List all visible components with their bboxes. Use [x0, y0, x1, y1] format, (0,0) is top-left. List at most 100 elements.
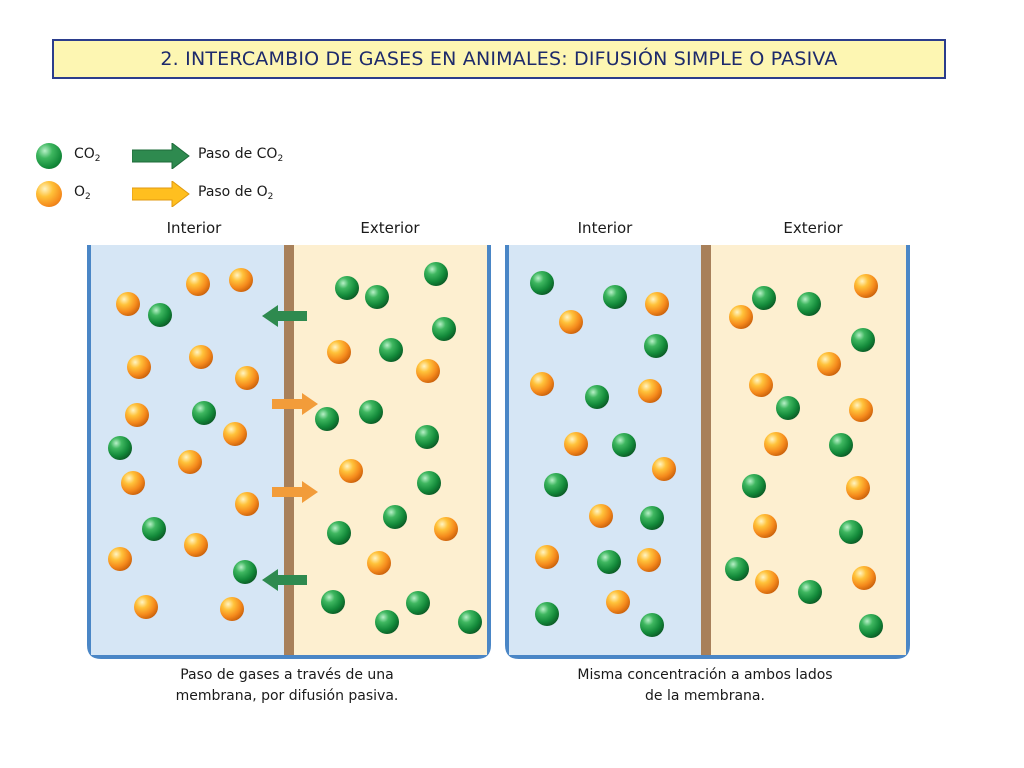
o2-molecule [108, 547, 132, 571]
o2-molecule [127, 355, 151, 379]
co2-molecule [797, 292, 821, 316]
co2-flow-arrow-icon [262, 569, 307, 591]
o2-molecule [564, 432, 588, 456]
co2-molecule [148, 303, 172, 327]
co2-molecule [415, 425, 439, 449]
o2-molecule [134, 595, 158, 619]
o2-molecule [817, 352, 841, 376]
o2-molecule [854, 274, 878, 298]
panel1-caption-line2: membrana, por difusión pasiva. [175, 688, 399, 704]
legend-co2-flow-label: Paso de CO2 [198, 146, 284, 164]
panel1-exterior-region [294, 245, 487, 655]
legend-o2-flow-label: Paso de O2 [198, 184, 274, 202]
co2-molecule [142, 517, 166, 541]
co2-molecule [603, 285, 627, 309]
co2-molecule [327, 521, 351, 545]
o2-molecule [530, 372, 554, 396]
o2-molecule [220, 597, 244, 621]
co2-molecule-icon [36, 143, 62, 169]
co2-molecule [742, 474, 766, 498]
o2-molecule [223, 422, 247, 446]
co2-molecule [365, 285, 389, 309]
co2-molecule [829, 433, 853, 457]
panel1-caption: Paso de gases a través de una membrana, … [176, 665, 399, 707]
o2-molecule [434, 517, 458, 541]
legend-co2-label: CO2 [74, 146, 101, 164]
panel2-exterior-label: Exterior [783, 219, 843, 237]
o2-molecule [327, 340, 351, 364]
o2-molecule [189, 345, 213, 369]
co2-molecule [640, 506, 664, 530]
page-title: 2. INTERCAMBIO DE GASES EN ANIMALES: DIF… [160, 48, 838, 70]
co2-molecule [851, 328, 875, 352]
o2-molecule [849, 398, 873, 422]
co2-flow-arrow-icon [262, 305, 307, 327]
co2-molecule [406, 591, 430, 615]
co2-molecule [644, 334, 668, 358]
o2-molecule [229, 268, 253, 292]
co2-molecule [321, 590, 345, 614]
o2-molecule [846, 476, 870, 500]
o2-molecule [749, 373, 773, 397]
o2-molecule [652, 457, 676, 481]
co2-molecule [798, 580, 822, 604]
o2-molecule [559, 310, 583, 334]
o2-molecule [753, 514, 777, 538]
o2-flow-arrow-icon [272, 481, 318, 503]
panel1-o2-molecules [108, 268, 458, 621]
panel2-caption: Misma concentración a ambos lados de la … [577, 665, 832, 707]
panel1-membrane [284, 245, 294, 655]
o2-molecule [638, 379, 662, 403]
co2-molecule [432, 317, 456, 341]
co2-molecule [417, 471, 441, 495]
o2-molecule [764, 432, 788, 456]
legend-co2: CO2 Paso de CO2 [36, 143, 336, 169]
panel1-caption-line1: Paso de gases a través de una [180, 667, 394, 683]
co2-molecule [315, 407, 339, 431]
o2-molecule [589, 504, 613, 528]
panel2-interior-label: Interior [577, 219, 633, 237]
title-box: 2. INTERCAMBIO DE GASES EN ANIMALES: DIF… [52, 39, 946, 79]
o2-molecule [186, 272, 210, 296]
panel2-caption-line2: de la membrana. [645, 688, 765, 704]
panel2-co2-molecules [530, 271, 883, 638]
legend-o2-label: O2 [74, 184, 91, 202]
o2-molecule [367, 551, 391, 575]
o2-molecule [755, 570, 779, 594]
co2-molecule [776, 396, 800, 420]
o2-molecule [235, 366, 259, 390]
co2-molecule [535, 602, 559, 626]
panel2-interior-region [509, 245, 701, 655]
o2-flow-arrow-icon [272, 393, 318, 415]
co2-molecule [640, 613, 664, 637]
o2-molecule [339, 459, 363, 483]
co2-molecule [725, 557, 749, 581]
o2-molecule [637, 548, 661, 572]
co2-molecule [335, 276, 359, 300]
o2-molecule [116, 292, 140, 316]
o2-molecule [125, 403, 149, 427]
co2-molecule [379, 338, 403, 362]
o2-molecule [606, 590, 630, 614]
o2-molecule [178, 450, 202, 474]
co2-molecule [192, 401, 216, 425]
o2-molecule [852, 566, 876, 590]
o2-molecule-icon [36, 181, 62, 207]
legend-o2: O2 Paso de O2 [36, 181, 336, 207]
co2-molecule [530, 271, 554, 295]
panel1-co2-molecules [108, 262, 482, 634]
co2-molecule [108, 436, 132, 460]
co2-molecule [544, 473, 568, 497]
co2-molecule [375, 610, 399, 634]
o2-molecule [235, 492, 259, 516]
co2-molecule [597, 550, 621, 574]
co2-molecule [458, 610, 482, 634]
co2-molecule [752, 286, 776, 310]
co2-molecule [233, 560, 257, 584]
o2-molecule [121, 471, 145, 495]
o2-molecule [535, 545, 559, 569]
panel2-membrane [701, 245, 711, 655]
panel2-caption-line1: Misma concentración a ambos lados [577, 667, 833, 683]
o2-molecule [184, 533, 208, 557]
